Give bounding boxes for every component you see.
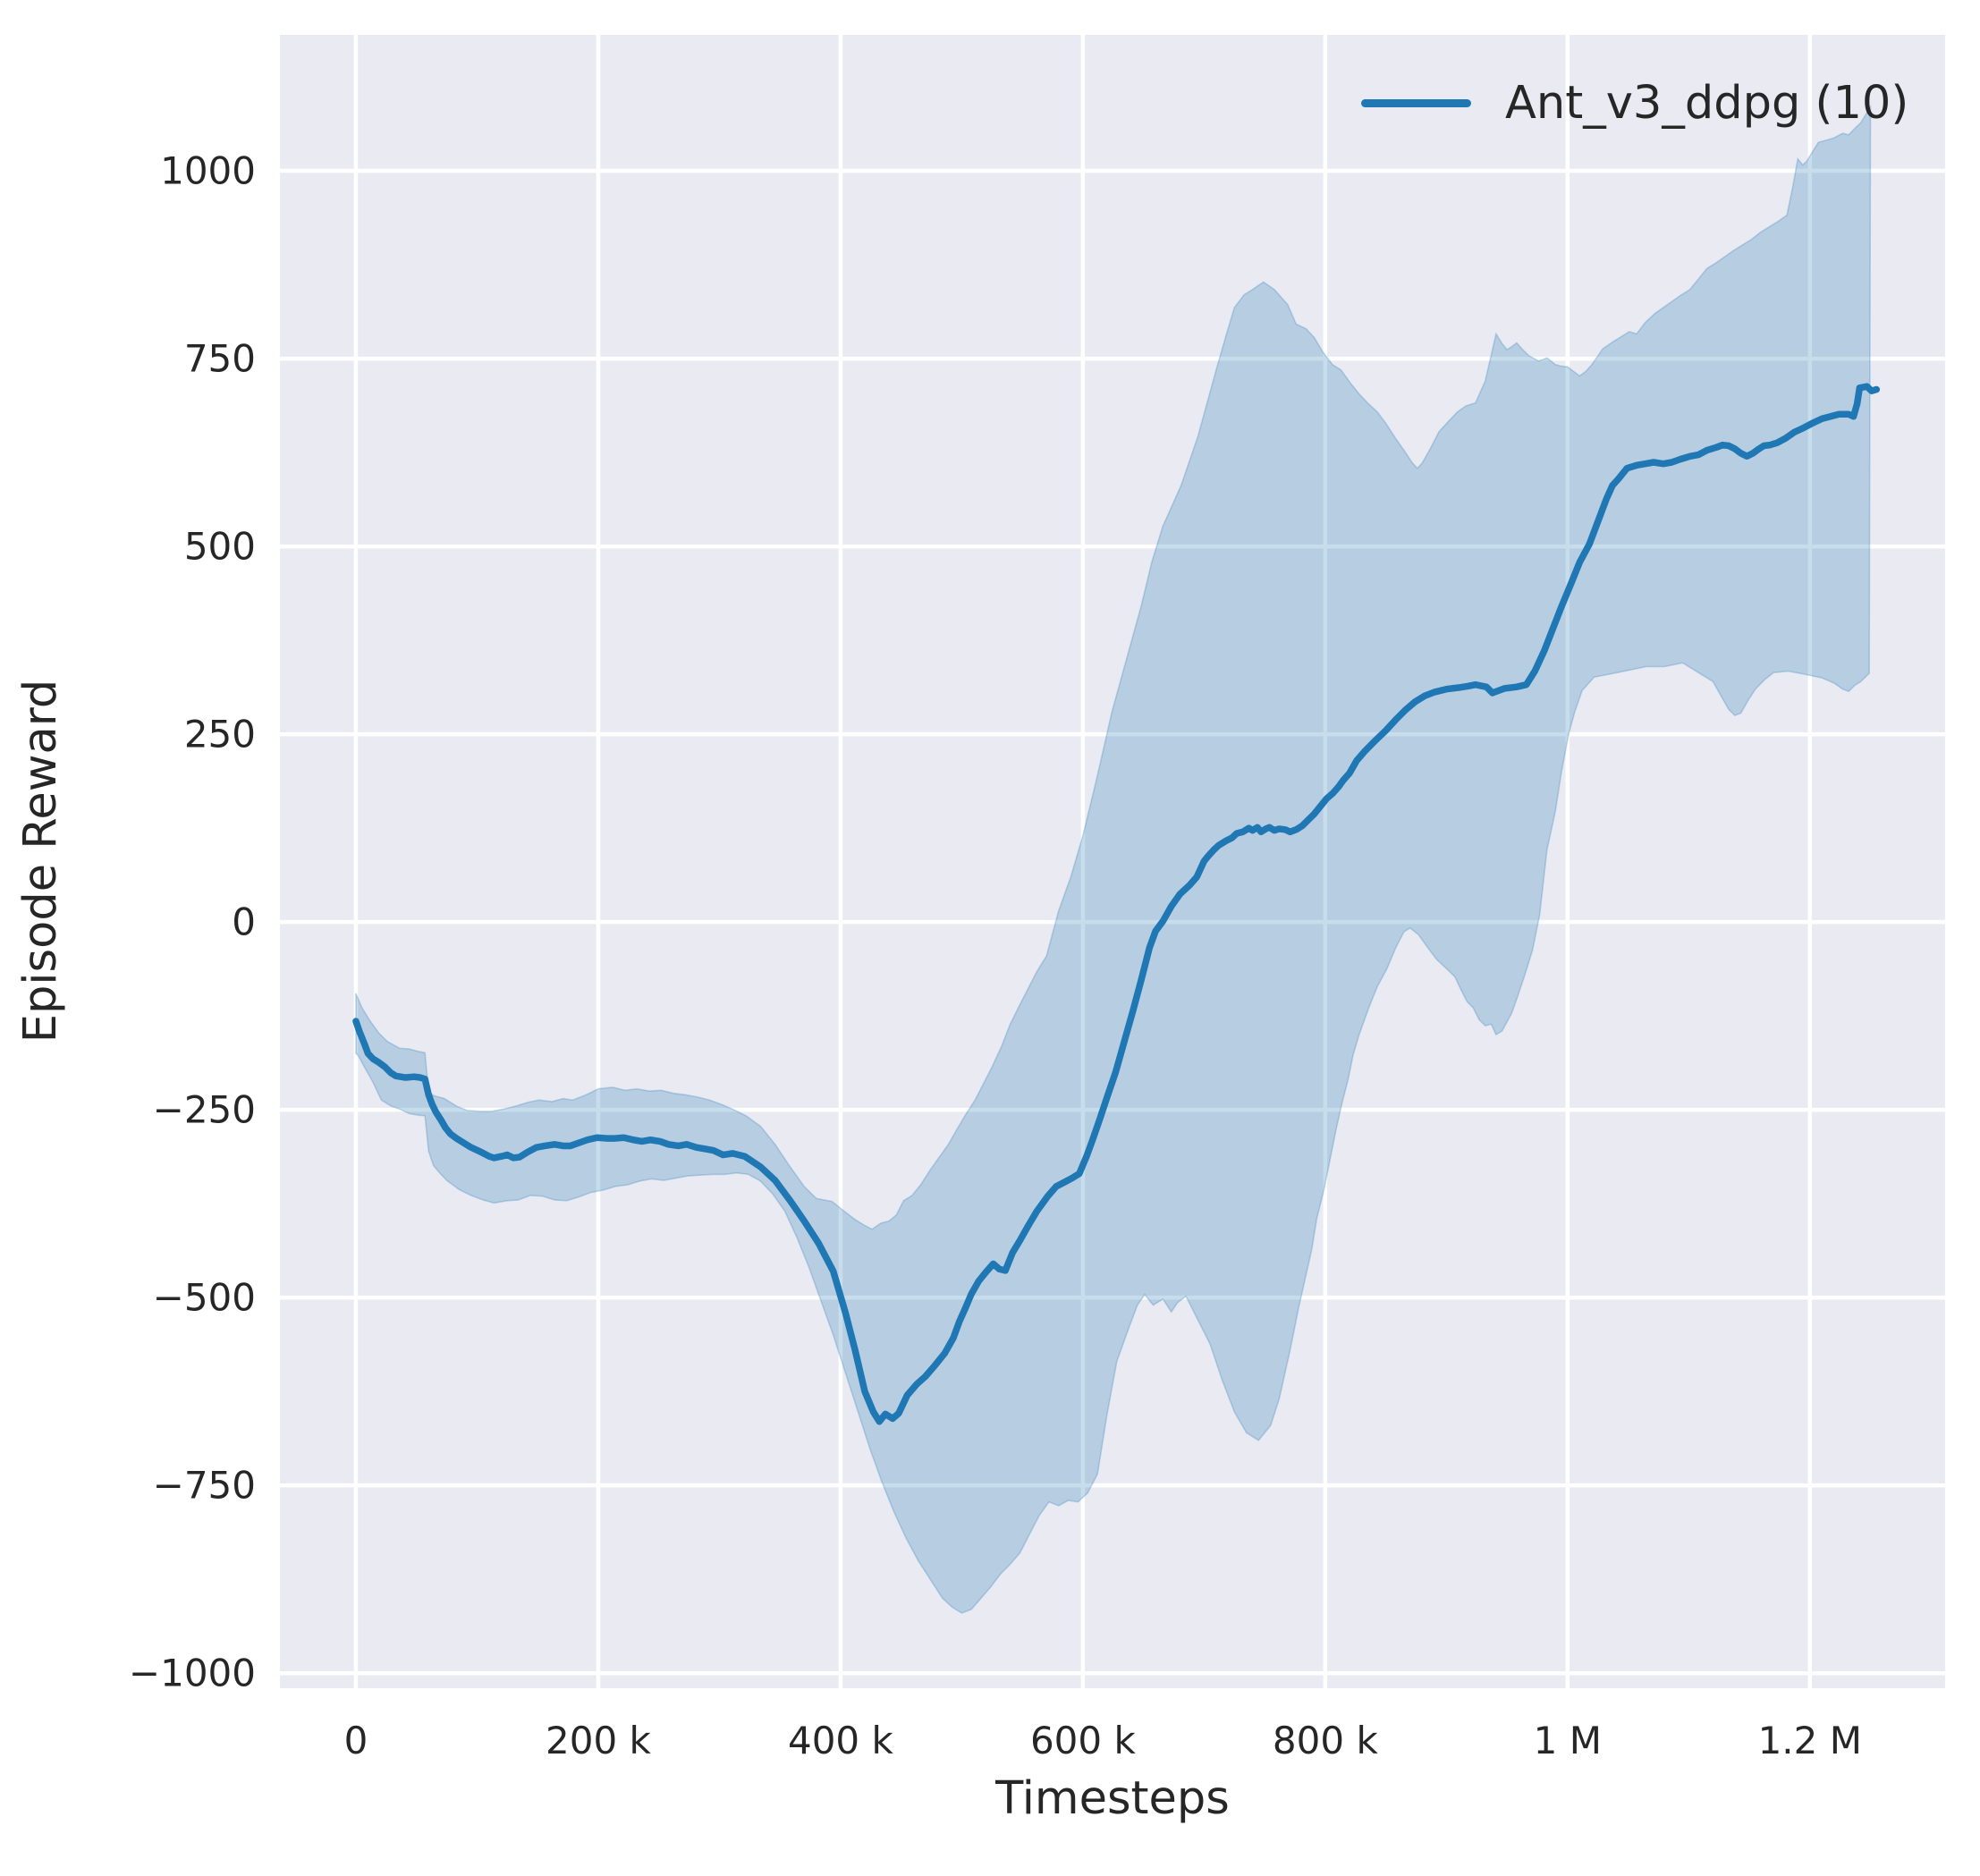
legend: Ant_v3_ddpg (10) bbox=[1361, 77, 1908, 130]
y-tick-label: 0 bbox=[232, 900, 256, 944]
x-tick-label: 1 M bbox=[1533, 1719, 1602, 1762]
x-tick-label: 200 k bbox=[546, 1719, 651, 1762]
y-tick-label: 500 bbox=[183, 524, 256, 569]
confidence-band bbox=[355, 104, 1872, 1614]
legend-line-swatch bbox=[1361, 99, 1471, 107]
mean-line bbox=[352, 383, 1881, 1425]
y-tick-label: 1000 bbox=[160, 148, 256, 193]
plot-background bbox=[280, 35, 1945, 1688]
y-tick-label: 250 bbox=[183, 712, 256, 756]
y-tick-label: −250 bbox=[152, 1087, 256, 1132]
x-tick-label: 600 k bbox=[1029, 1719, 1136, 1762]
x-tick-label: 400 k bbox=[787, 1719, 893, 1762]
y-tick-label: −1000 bbox=[128, 1651, 256, 1695]
x-tick-label: 0 bbox=[343, 1719, 368, 1762]
x-tick-label: 1.2 M bbox=[1757, 1719, 1862, 1762]
legend-entry-label: Ant_v3_ddpg (10) bbox=[1505, 77, 1909, 130]
y-tick-label: 750 bbox=[183, 336, 256, 381]
x-axis-title: Timesteps bbox=[995, 1772, 1230, 1825]
x-tick-label: 800 k bbox=[1272, 1719, 1378, 1762]
y-tick-label: −750 bbox=[152, 1463, 256, 1508]
y-tick-label: −500 bbox=[152, 1275, 256, 1320]
